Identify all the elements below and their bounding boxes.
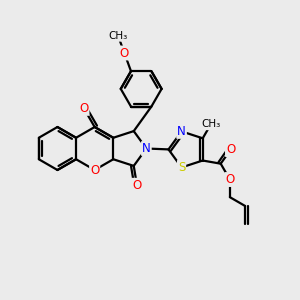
Text: O: O	[225, 173, 235, 186]
Text: O: O	[132, 179, 142, 192]
Text: S: S	[178, 161, 185, 174]
Text: O: O	[79, 102, 88, 115]
Text: O: O	[120, 46, 129, 59]
Text: CH₃: CH₃	[109, 31, 128, 41]
Text: N: N	[177, 125, 186, 138]
Text: O: O	[226, 143, 235, 156]
Text: N: N	[142, 142, 151, 155]
Text: O: O	[90, 164, 99, 176]
Text: CH₃: CH₃	[201, 119, 220, 129]
